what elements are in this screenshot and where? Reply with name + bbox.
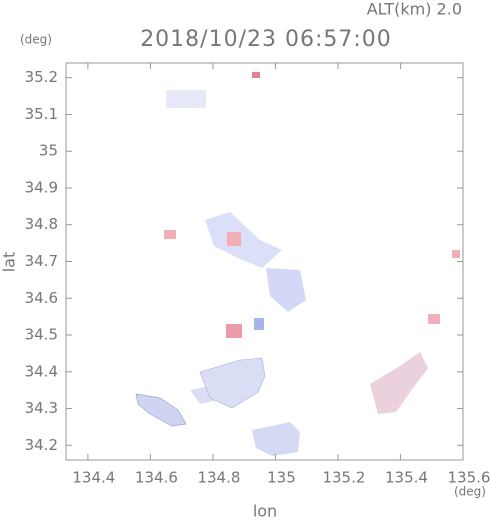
x-tick-label: 134.8 [197,469,240,487]
subtitle: ALT(km) 2.0 [367,0,462,19]
y-tick-label: 35.2 [25,68,58,86]
x-tick-label: 134.4 [72,469,115,487]
chart-title: 2018/10/23 06:57:00 [140,27,392,52]
x-unit: (deg) [454,485,486,499]
x-tick-label: 135 [267,469,296,487]
y-tick-label: 34.3 [25,399,58,417]
y-tick-label: 35 [39,142,58,160]
y-tick-label: 34.2 [25,436,58,454]
y-tick-label: 34.7 [25,252,58,270]
y-tick-label: 34.6 [25,289,58,307]
y-axis-label: lat [0,252,19,273]
y-tick-label: 34.8 [25,215,58,233]
x-axis-label: lon [253,502,277,521]
y-unit: (deg) [20,33,52,47]
echoes [135,72,460,456]
x-tick-label: 135.2 [322,469,365,487]
y-tick-label: 34.5 [25,326,58,344]
y-tick-label: 34.4 [25,362,58,380]
y-tick-label: 34.9 [25,178,58,196]
x-tick-label: 134.6 [135,469,178,487]
x-tick-label: 135.4 [385,469,428,487]
y-tick-label: 35.1 [25,105,58,123]
x-tick-label: 135.6 [448,469,491,487]
